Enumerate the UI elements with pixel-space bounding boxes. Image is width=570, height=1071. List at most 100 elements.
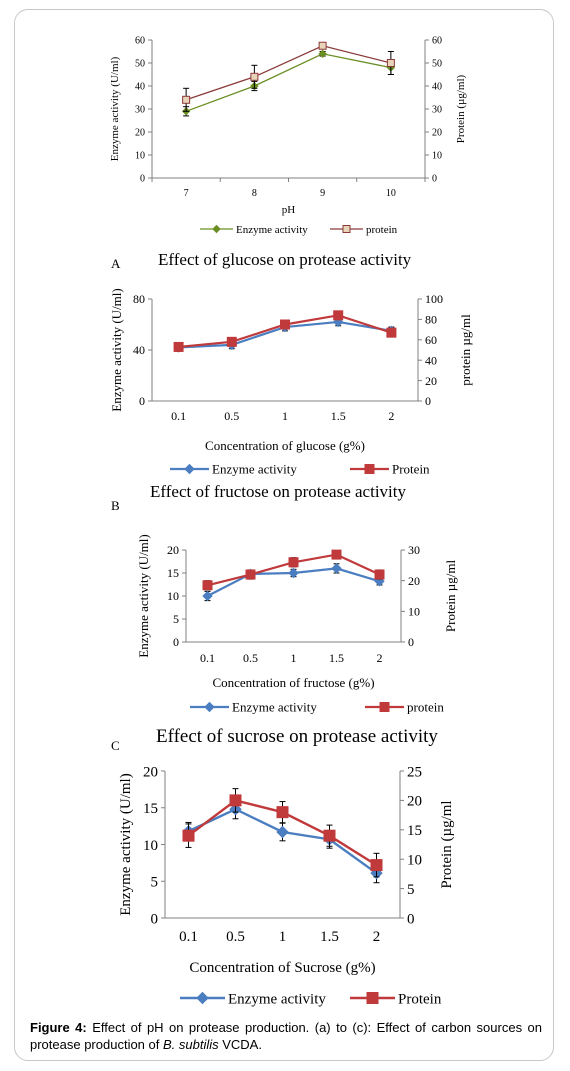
caption-lead: Figure 4: (30, 1020, 87, 1035)
x-tick-label: 0.5 (243, 651, 258, 665)
panel-title-b: Effect of fructose on protease activity (150, 482, 406, 501)
legend-label: protein (407, 700, 444, 715)
figure-frame (14, 9, 554, 1061)
x-tick-label: 8 (252, 188, 257, 199)
y-tick-label-right: 20 (425, 374, 437, 388)
y-tick-label-right: 20 (432, 128, 442, 139)
x-tick-label: 1.5 (329, 651, 344, 665)
x-axis-title: pH (282, 204, 296, 216)
y-tick-label-left: 0 (173, 635, 179, 649)
y-tick-label-right: 10 (407, 852, 422, 868)
plot-area: 0 5 10 15 20 0 5 10 15 20 25 0.1 0.5 1 1.5 2 Concentrati… (118, 764, 455, 1007)
y-tick-label-left: 0 (140, 174, 145, 185)
legend-label: Enzyme activity (236, 224, 308, 236)
x-tick-label: 0.1 (200, 651, 215, 665)
x-tick-label: 9 (320, 188, 325, 199)
legend-label: protein (366, 224, 398, 236)
chart-fructose: 0 5 10 15 20 0 10 20 30 0.1 0.5 1 1.5 2Concentration … (136, 534, 458, 714)
data-point (229, 794, 242, 807)
x-tick-label: 7 (184, 188, 189, 199)
y-tick-label-left: 5 (173, 612, 179, 626)
legend-marker (364, 464, 375, 474)
y-tick-label-right: 15 (407, 823, 422, 839)
y-tick-label-left: 20 (143, 764, 158, 780)
x-tick-label: 0.1 (179, 929, 198, 945)
y-tick-label-left: 0 (151, 911, 159, 927)
y-tick-label-left: 20 (167, 543, 179, 557)
legend-marker (212, 224, 221, 234)
y-tick-label-left: 60 (135, 36, 145, 47)
data-point (331, 563, 342, 574)
x-axis-title: Concentration of fructose (g%) (212, 675, 374, 690)
y-tick-label-left: 10 (143, 838, 158, 854)
data-point (226, 336, 237, 347)
panel-label-c: C (111, 738, 120, 753)
data-point (386, 327, 397, 338)
y-tick-label-right: 40 (432, 82, 442, 93)
plot-area: 0 5 10 15 20 0 10 20 30 0.1 0.5 1 1.5 2Concentration … (136, 534, 458, 714)
y-tick-label-right: 50 (432, 59, 442, 70)
y-tick-label-right: 20 (408, 574, 420, 588)
chart-ph: 0 10 20 30 40 50 60 0 10 20 30 40 50 60 7 8 9 10 pH Enzyme … (109, 36, 467, 236)
legend-label: Protein (392, 462, 430, 477)
panel-title-c: Effect of sucrose on protease activity (156, 726, 438, 747)
legend-marker (379, 702, 390, 712)
data-point (182, 829, 195, 842)
caption-species: B. subtilis (162, 1037, 219, 1052)
plot-area: 0 10 20 30 40 50 60 0 10 20 30 40 50 60 7 8 9 10 pH Enzyme … (109, 36, 467, 236)
y-tick-label-right: 20 (407, 794, 422, 810)
x-tick-label: 10 (386, 188, 396, 199)
data-point (333, 310, 344, 321)
data-point (374, 569, 385, 580)
x-tick-label: 0.5 (226, 929, 245, 945)
y-tick-label-right: 0 (407, 911, 415, 927)
x-tick-label: 1 (291, 651, 297, 665)
y-tick-label-right: 10 (408, 605, 420, 619)
chart-sucrose: 0 5 10 15 20 0 5 10 15 20 25 0.1 0.5 1 1.5 2 Concentrati… (118, 764, 455, 1007)
data-point (318, 49, 327, 59)
y-axis-title-right: Protein µg/ml (443, 560, 458, 633)
x-tick-label: 0.1 (171, 409, 186, 423)
y-tick-label-left: 15 (167, 566, 179, 580)
y-tick-label-left: 30 (135, 105, 145, 116)
chart-glucose: 0 40 80 0 20 40 60 80 100 0.1 0.5 1 1.5 2 Concentratio… (109, 288, 473, 476)
legend-marker (184, 463, 195, 475)
plot-area: 0 40 80 0 20 40 60 80 100 0.1 0.5 1 1.5 2 Concentratio… (109, 288, 473, 476)
x-tick-label: 2 (373, 929, 381, 945)
legend-marker (366, 992, 379, 1004)
y-tick-label-left: 50 (135, 59, 145, 70)
caption-text-2: VCDA. (218, 1037, 262, 1052)
data-point (245, 569, 256, 580)
legend-label: Enzyme activity (232, 700, 317, 715)
legend-marker (204, 701, 215, 713)
data-point (386, 59, 395, 67)
y-tick-label-left: 10 (167, 589, 179, 603)
data-point (288, 567, 299, 579)
y-axis-title-left: Enzyme activity (U/ml) (118, 773, 134, 915)
y-tick-label-right: 10 (432, 151, 442, 162)
y-tick-label-right: 0 (432, 174, 437, 185)
y-axis-title-right: protein µg/ml (458, 314, 473, 386)
y-tick-label-right: 60 (425, 333, 437, 347)
panel-label-b: B (111, 498, 120, 513)
y-tick-label-right: 60 (432, 36, 442, 47)
y-tick-label-left: 5 (151, 875, 159, 891)
x-tick-label: 1.5 (320, 929, 339, 945)
data-point (276, 825, 289, 839)
data-point (318, 41, 327, 50)
y-tick-label-right: 0 (425, 394, 431, 408)
panel-label-a: A (111, 256, 121, 271)
legend-marker (196, 991, 209, 1005)
caption-text-1: Effect of pH on protease production. (a)… (30, 1020, 542, 1052)
data-point (370, 859, 383, 872)
legend-label: Enzyme activity (212, 462, 297, 477)
x-tick-label: 1 (282, 409, 288, 423)
legend-label: Protein (398, 991, 442, 1007)
x-tick-label: 0.5 (224, 409, 239, 423)
y-tick-label-right: 80 (425, 313, 437, 327)
y-axis-title-left: Enzyme activity (U/ml) (109, 56, 121, 161)
y-tick-label-left: 0 (139, 394, 145, 408)
data-point (331, 549, 342, 560)
panel-title-a: Effect of glucose on protease activity (158, 250, 412, 269)
x-tick-label: 1 (279, 929, 287, 945)
